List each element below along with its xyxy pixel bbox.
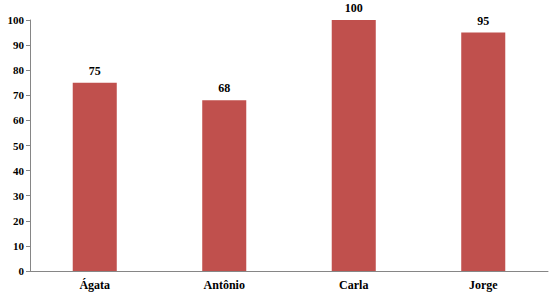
- svg-text:30: 30: [13, 190, 25, 202]
- svg-text:70: 70: [13, 89, 25, 101]
- svg-text:90: 90: [13, 39, 25, 51]
- svg-text:60: 60: [13, 114, 25, 126]
- svg-text:10: 10: [13, 240, 25, 252]
- svg-text:0: 0: [19, 265, 25, 277]
- svg-text:100: 100: [8, 14, 25, 26]
- svg-text:Ágata: Ágata: [79, 278, 110, 292]
- svg-text:80: 80: [13, 64, 25, 76]
- svg-text:95: 95: [477, 14, 489, 28]
- svg-text:Carla: Carla: [339, 278, 368, 292]
- svg-text:Jorge: Jorge: [469, 278, 498, 292]
- svg-text:40: 40: [13, 165, 25, 177]
- svg-text:Antônio: Antônio: [204, 278, 245, 292]
- svg-text:20: 20: [13, 215, 25, 227]
- svg-text:68: 68: [218, 81, 230, 95]
- svg-text:50: 50: [13, 140, 25, 152]
- svg-text:100: 100: [345, 1, 363, 15]
- svg-text:75: 75: [89, 64, 101, 78]
